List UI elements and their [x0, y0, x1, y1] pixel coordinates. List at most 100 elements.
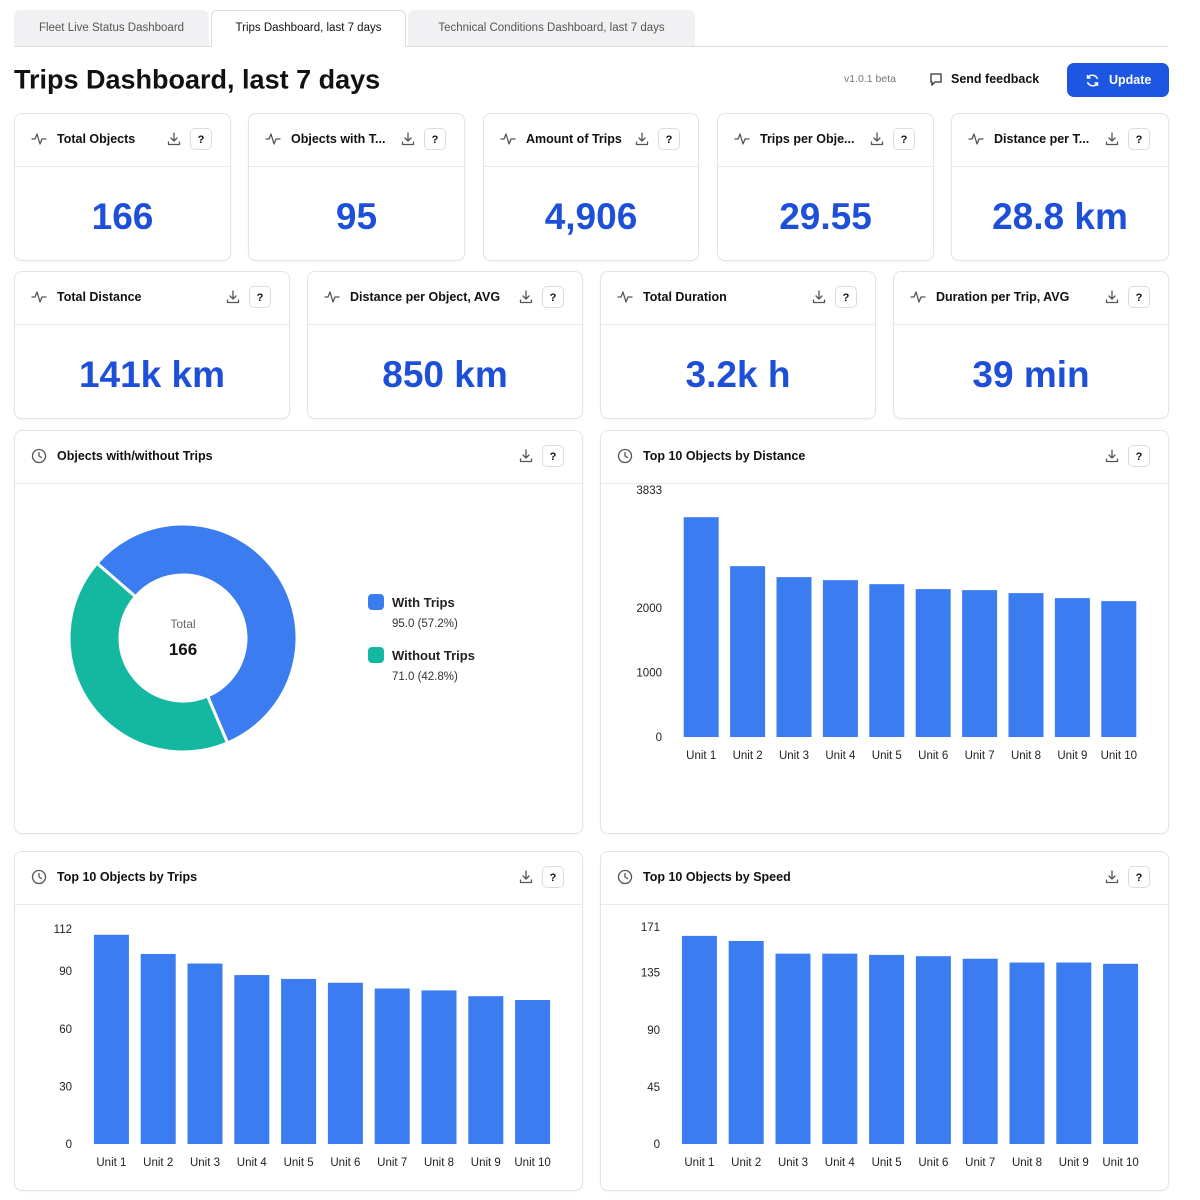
chart-icon	[617, 448, 633, 464]
kpi-title: Objects with T...	[291, 132, 386, 146]
card-header: Top 10 Objects by Distance?	[601, 431, 1168, 484]
download-icon[interactable]	[400, 131, 416, 147]
tab[interactable]: Technical Conditions Dashboard, last 7 d…	[408, 10, 695, 46]
kpi-icon-path	[500, 133, 516, 145]
kpi-icon	[500, 133, 516, 145]
kpi-icon-path	[617, 291, 633, 303]
card-header: Objects with T...?	[249, 114, 464, 167]
download-icon[interactable]	[518, 289, 534, 305]
kpi-icon-path	[910, 291, 926, 303]
chart-title: Top 10 Objects by Trips	[57, 870, 198, 884]
kpi-card: Amount of Trips? 4,906	[483, 113, 699, 261]
kpi-card: Total Objects? 166	[14, 113, 231, 261]
kpi-title: Distance per T...	[994, 132, 1090, 146]
kpi-icon	[617, 291, 633, 303]
refresh-icon	[1086, 74, 1099, 87]
download-icon[interactable]	[1104, 869, 1120, 885]
chart-title: Top 10 Objects by Speed	[643, 870, 791, 884]
download-icon[interactable]	[166, 131, 182, 147]
chart-icon	[617, 869, 633, 885]
card-header: Total Distance?	[15, 272, 289, 325]
kpi-title: Trips per Obje...	[760, 132, 855, 146]
download-icon[interactable]	[1104, 131, 1120, 147]
download-icon[interactable]	[518, 448, 534, 464]
chart-icon-path	[31, 869, 47, 885]
kpi-card: Duration per Trip, AVG? 39 min	[893, 271, 1169, 419]
help-button[interactable]: ?	[424, 128, 446, 150]
kpi-icon	[265, 133, 281, 145]
tab[interactable]: Fleet Live Status Dashboard	[14, 10, 209, 46]
download-icon-path	[635, 132, 649, 146]
help-button[interactable]: ?	[1128, 286, 1150, 308]
card-header: Amount of Trips?	[484, 114, 698, 167]
download-icon[interactable]	[634, 131, 650, 147]
help-button[interactable]: ?	[835, 286, 857, 308]
help-button[interactable]: ?	[1128, 128, 1150, 150]
kpi-card: Total Distance? 141k km	[14, 271, 290, 419]
help-button[interactable]: ?	[893, 128, 915, 150]
feedback-icon	[930, 73, 942, 86]
download-icon-path	[519, 449, 533, 463]
kpi-icon-path	[734, 133, 750, 145]
kpi-value: 95	[335, 196, 378, 237]
help-button[interactable]: ?	[658, 128, 680, 150]
download-icon-path	[167, 132, 181, 146]
update-label: Update	[1109, 73, 1152, 87]
chart-title: Objects with/without Trips	[57, 449, 213, 463]
download-icon-path	[812, 290, 826, 304]
kpi-value: 29.55	[779, 196, 872, 237]
kpi-icon	[734, 133, 750, 145]
kpi-value: 28.8 km	[992, 196, 1128, 237]
kpi-value: 39 min	[972, 354, 1090, 395]
kpi-value: 4,906	[544, 196, 638, 237]
download-icon-path	[1105, 290, 1119, 304]
help-button[interactable]: ?	[1128, 866, 1150, 888]
chart-card: Top 10 Objects by Speed?	[600, 851, 1169, 1191]
card-header: Distance per T...?	[952, 114, 1168, 167]
kpi-icon-path	[265, 133, 281, 145]
page-title: Trips Dashboard, last 7 days	[14, 64, 381, 95]
download-icon-path	[1105, 132, 1119, 146]
kpi-card: Distance per T...? 28.8 km	[951, 113, 1169, 261]
help-button[interactable]: ?	[542, 286, 564, 308]
download-icon-path	[519, 290, 533, 304]
chart-card: Top 10 Objects by Trips?	[14, 851, 583, 1191]
download-icon[interactable]	[225, 289, 241, 305]
help-button[interactable]: ?	[190, 128, 212, 150]
download-icon[interactable]	[1104, 448, 1120, 464]
kpi-value: 3.2k h	[685, 354, 791, 395]
download-icon[interactable]	[1104, 289, 1120, 305]
download-icon[interactable]	[518, 869, 534, 885]
download-icon-path	[226, 290, 240, 304]
kpi-icon	[968, 133, 984, 145]
card-header: Duration per Trip, AVG?	[894, 272, 1168, 325]
kpi-icon	[910, 291, 926, 303]
kpi-icon	[31, 291, 47, 303]
tab-line	[14, 46, 1168, 47]
kpi-icon-path	[324, 291, 340, 303]
card-header: Total Duration?	[601, 272, 875, 325]
kpi-value: 166	[91, 196, 154, 237]
kpi-value: 141k km	[78, 354, 226, 395]
help-button[interactable]: ?	[542, 445, 564, 467]
kpi-title: Duration per Trip, AVG	[936, 290, 1070, 304]
download-icon[interactable]	[811, 289, 827, 305]
download-icon[interactable]	[869, 131, 885, 147]
send-feedback[interactable]: Send feedback	[951, 72, 1040, 86]
help-button[interactable]: ?	[249, 286, 271, 308]
tab[interactable]: Trips Dashboard, last 7 days	[211, 10, 406, 47]
chart-icon-path	[617, 448, 633, 464]
download-icon-path	[1105, 870, 1119, 884]
help-button[interactable]: ?	[1128, 445, 1150, 467]
help-button[interactable]: ?	[542, 866, 564, 888]
download-icon-path	[1105, 449, 1119, 463]
kpi-title: Distance per Object, AVG	[350, 290, 501, 304]
kpi-card: Distance per Object, AVG? 850 km	[307, 271, 583, 419]
kpi-title: Total Duration	[643, 290, 727, 304]
kpi-card: Objects with T...? 95	[248, 113, 465, 261]
update-button[interactable]: Update	[1067, 63, 1169, 97]
kpi-icon-path	[968, 133, 984, 145]
card-header: Total Objects?	[15, 114, 230, 167]
kpi-icon-path	[31, 133, 47, 145]
